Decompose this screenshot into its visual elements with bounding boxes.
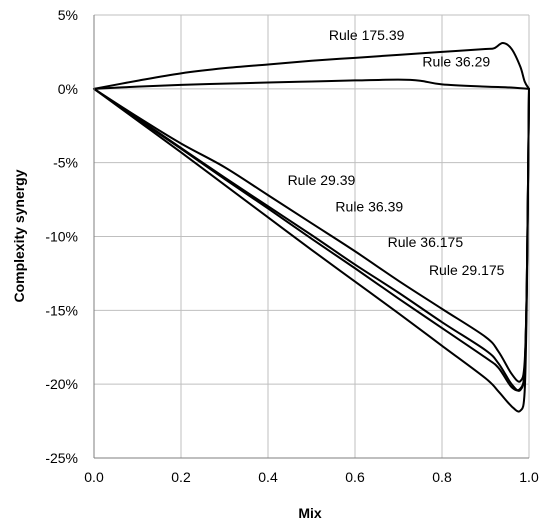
- y-tick-label: -10%: [45, 229, 78, 245]
- x-tick-label: 0.8: [432, 469, 452, 485]
- y-axis-title: Complexity synergy: [11, 169, 27, 302]
- series-label-rule-36-29: Rule 36.29: [422, 54, 490, 70]
- y-tick-label: -20%: [45, 376, 78, 392]
- series-lines: [93, 42, 530, 413]
- x-tick-label: 0.6: [345, 469, 365, 485]
- series-label-rule-175-39: Rule 175.39: [329, 27, 405, 43]
- y-tick-label: 5%: [58, 7, 78, 23]
- x-tick-label: 0.4: [258, 469, 278, 485]
- axes: 0.0 0.2 0.4 0.6 0.8 1.0 5% 0% -5% -10% -15% -20% -25…: [45, 7, 539, 485]
- series-label-rule-36-39: Rule 36.39: [335, 198, 403, 214]
- x-axis-title: Mix: [298, 505, 322, 521]
- series-line-rule-36-175: [93, 87, 530, 392]
- x-tick-label: 0.0: [84, 469, 104, 485]
- series-line-rule-175-39: [93, 42, 530, 90]
- x-tick-label: 0.2: [171, 469, 191, 485]
- series-label-rule-36-175: Rule 36.175: [388, 234, 464, 250]
- series-label-rule-29-175: Rule 29.175: [429, 262, 505, 278]
- y-tick-label: -15%: [45, 302, 78, 318]
- y-tick-label: -5%: [53, 155, 78, 171]
- series-label-rule-29-39: Rule 29.39: [288, 172, 356, 188]
- series-annotations: Rule 175.39 Rule 36.29 Rule 29.39 Rule 36.3…: [288, 27, 505, 278]
- series-line-rule-29-175: [93, 87, 530, 413]
- x-tick-label: 1.0: [519, 469, 539, 485]
- y-tick-label: -25%: [45, 450, 78, 466]
- y-tick-label: 0%: [58, 81, 78, 97]
- series-line-rule-36-29: [93, 78, 530, 90]
